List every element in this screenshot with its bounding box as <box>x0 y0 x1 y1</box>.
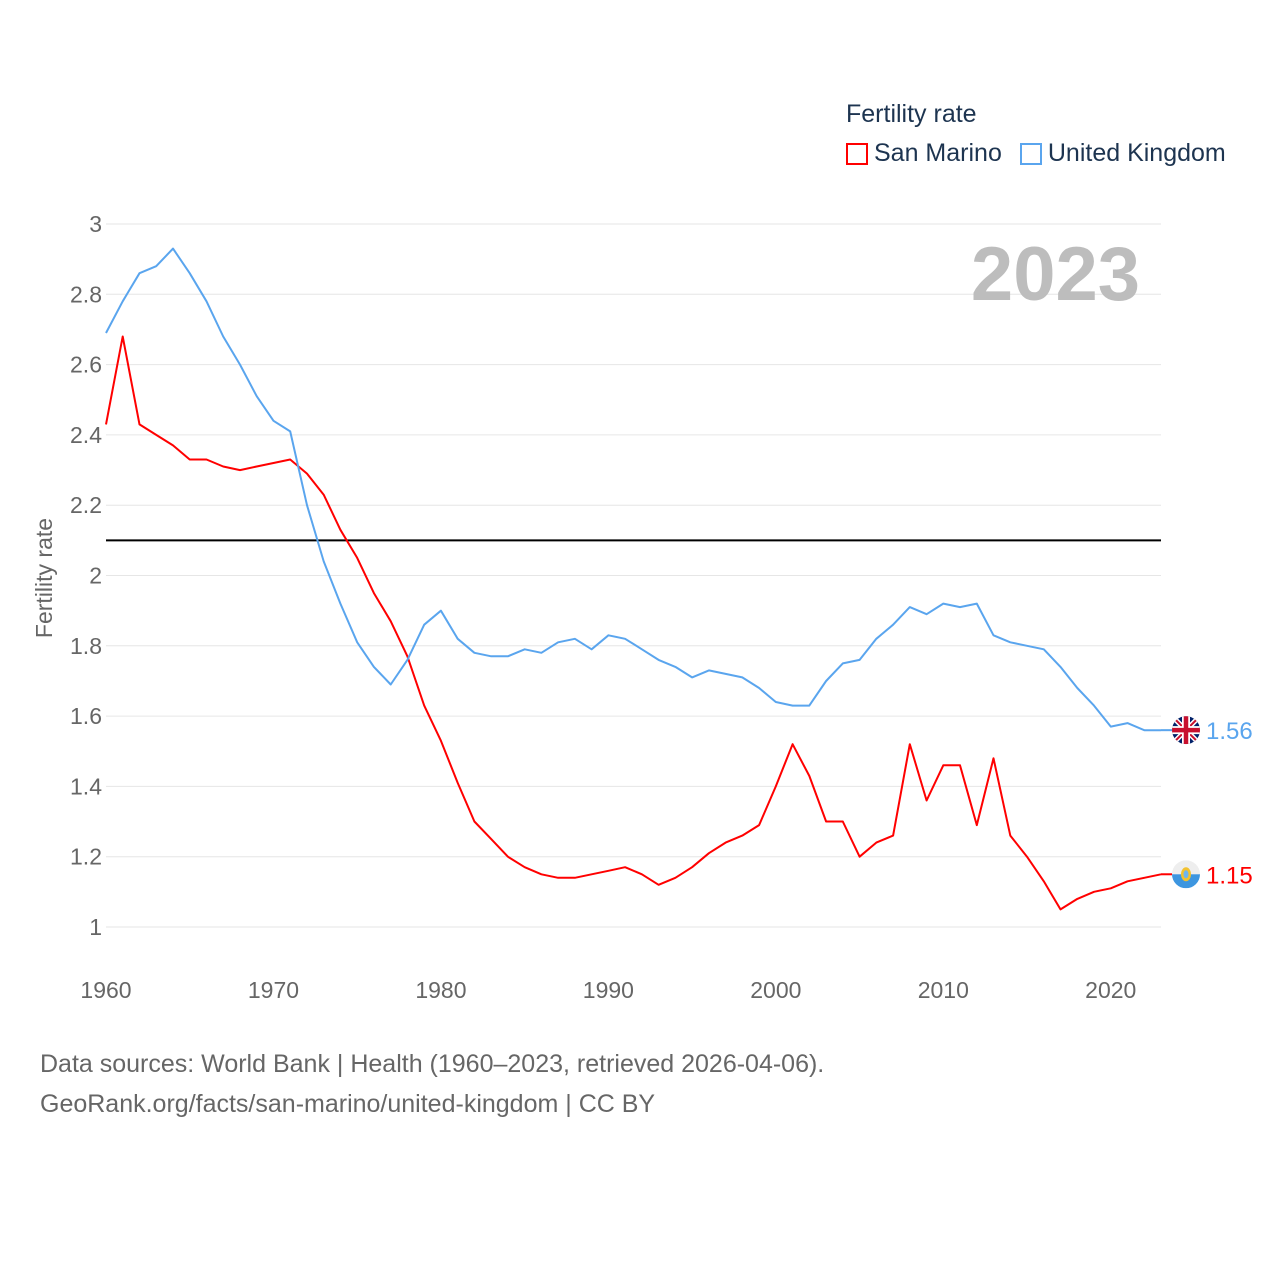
y-tick-label: 2.6 <box>70 352 102 378</box>
san-marino-flag-icon <box>1172 860 1200 889</box>
x-tick-label: 1960 <box>80 977 131 1003</box>
united-kingdom-flag-icon <box>1172 716 1200 745</box>
footer: Data sources: World Bank | Health (1960–… <box>40 1044 824 1124</box>
legend: Fertility rate San Marino United Kingdom <box>846 100 1226 168</box>
x-tick-label: 1980 <box>415 977 466 1003</box>
y-tick-label: 1.2 <box>70 844 102 870</box>
x-tick-label: 2020 <box>1085 977 1136 1003</box>
legend-label: San Marino <box>874 139 1002 167</box>
x-tick-label: 1970 <box>248 977 299 1003</box>
x-tick-label: 2000 <box>750 977 801 1003</box>
end-value-label-united-kingdom: 1.56 <box>1206 718 1253 745</box>
year-label: 2023 <box>971 232 1140 317</box>
y-tick-label: 1.6 <box>70 703 102 729</box>
y-tick-label: 2.2 <box>70 492 102 518</box>
y-tick-label: 2 <box>89 563 102 589</box>
x-tick-label: 1990 <box>583 977 634 1003</box>
series-line-san-marino <box>105 335 1162 911</box>
end-value-label-san-marino: 1.15 <box>1206 862 1253 889</box>
y-tick-label: 2.4 <box>70 422 102 448</box>
legend-label: United Kingdom <box>1047 139 1226 167</box>
data-source-text: Data sources: World Bank | Health (1960–… <box>40 1050 825 1078</box>
legend-item-united-kingdom[interactable]: United Kingdom <box>1019 139 1226 168</box>
y-axis-title: Fertility rate <box>31 518 57 638</box>
y-tick-label: 2.8 <box>70 281 102 307</box>
y-tick-label: 1.4 <box>70 773 102 799</box>
series-line-united-kingdom <box>105 247 1161 732</box>
legend-swatch-united-kingdom <box>1019 142 1042 165</box>
attribution-text: GeoRank.org/facts/san-marino/united-king… <box>40 1090 656 1118</box>
y-tick-label: 3 <box>89 211 102 237</box>
y-tick-label: 1.8 <box>70 633 102 659</box>
x-tick-label: 2010 <box>918 977 969 1003</box>
legend-item-san-marino[interactable]: San Marino <box>846 139 1002 168</box>
legend-swatch-san-marino <box>846 142 868 165</box>
legend-title: Fertility rate <box>846 100 977 128</box>
y-tick-label: 1 <box>89 914 102 940</box>
